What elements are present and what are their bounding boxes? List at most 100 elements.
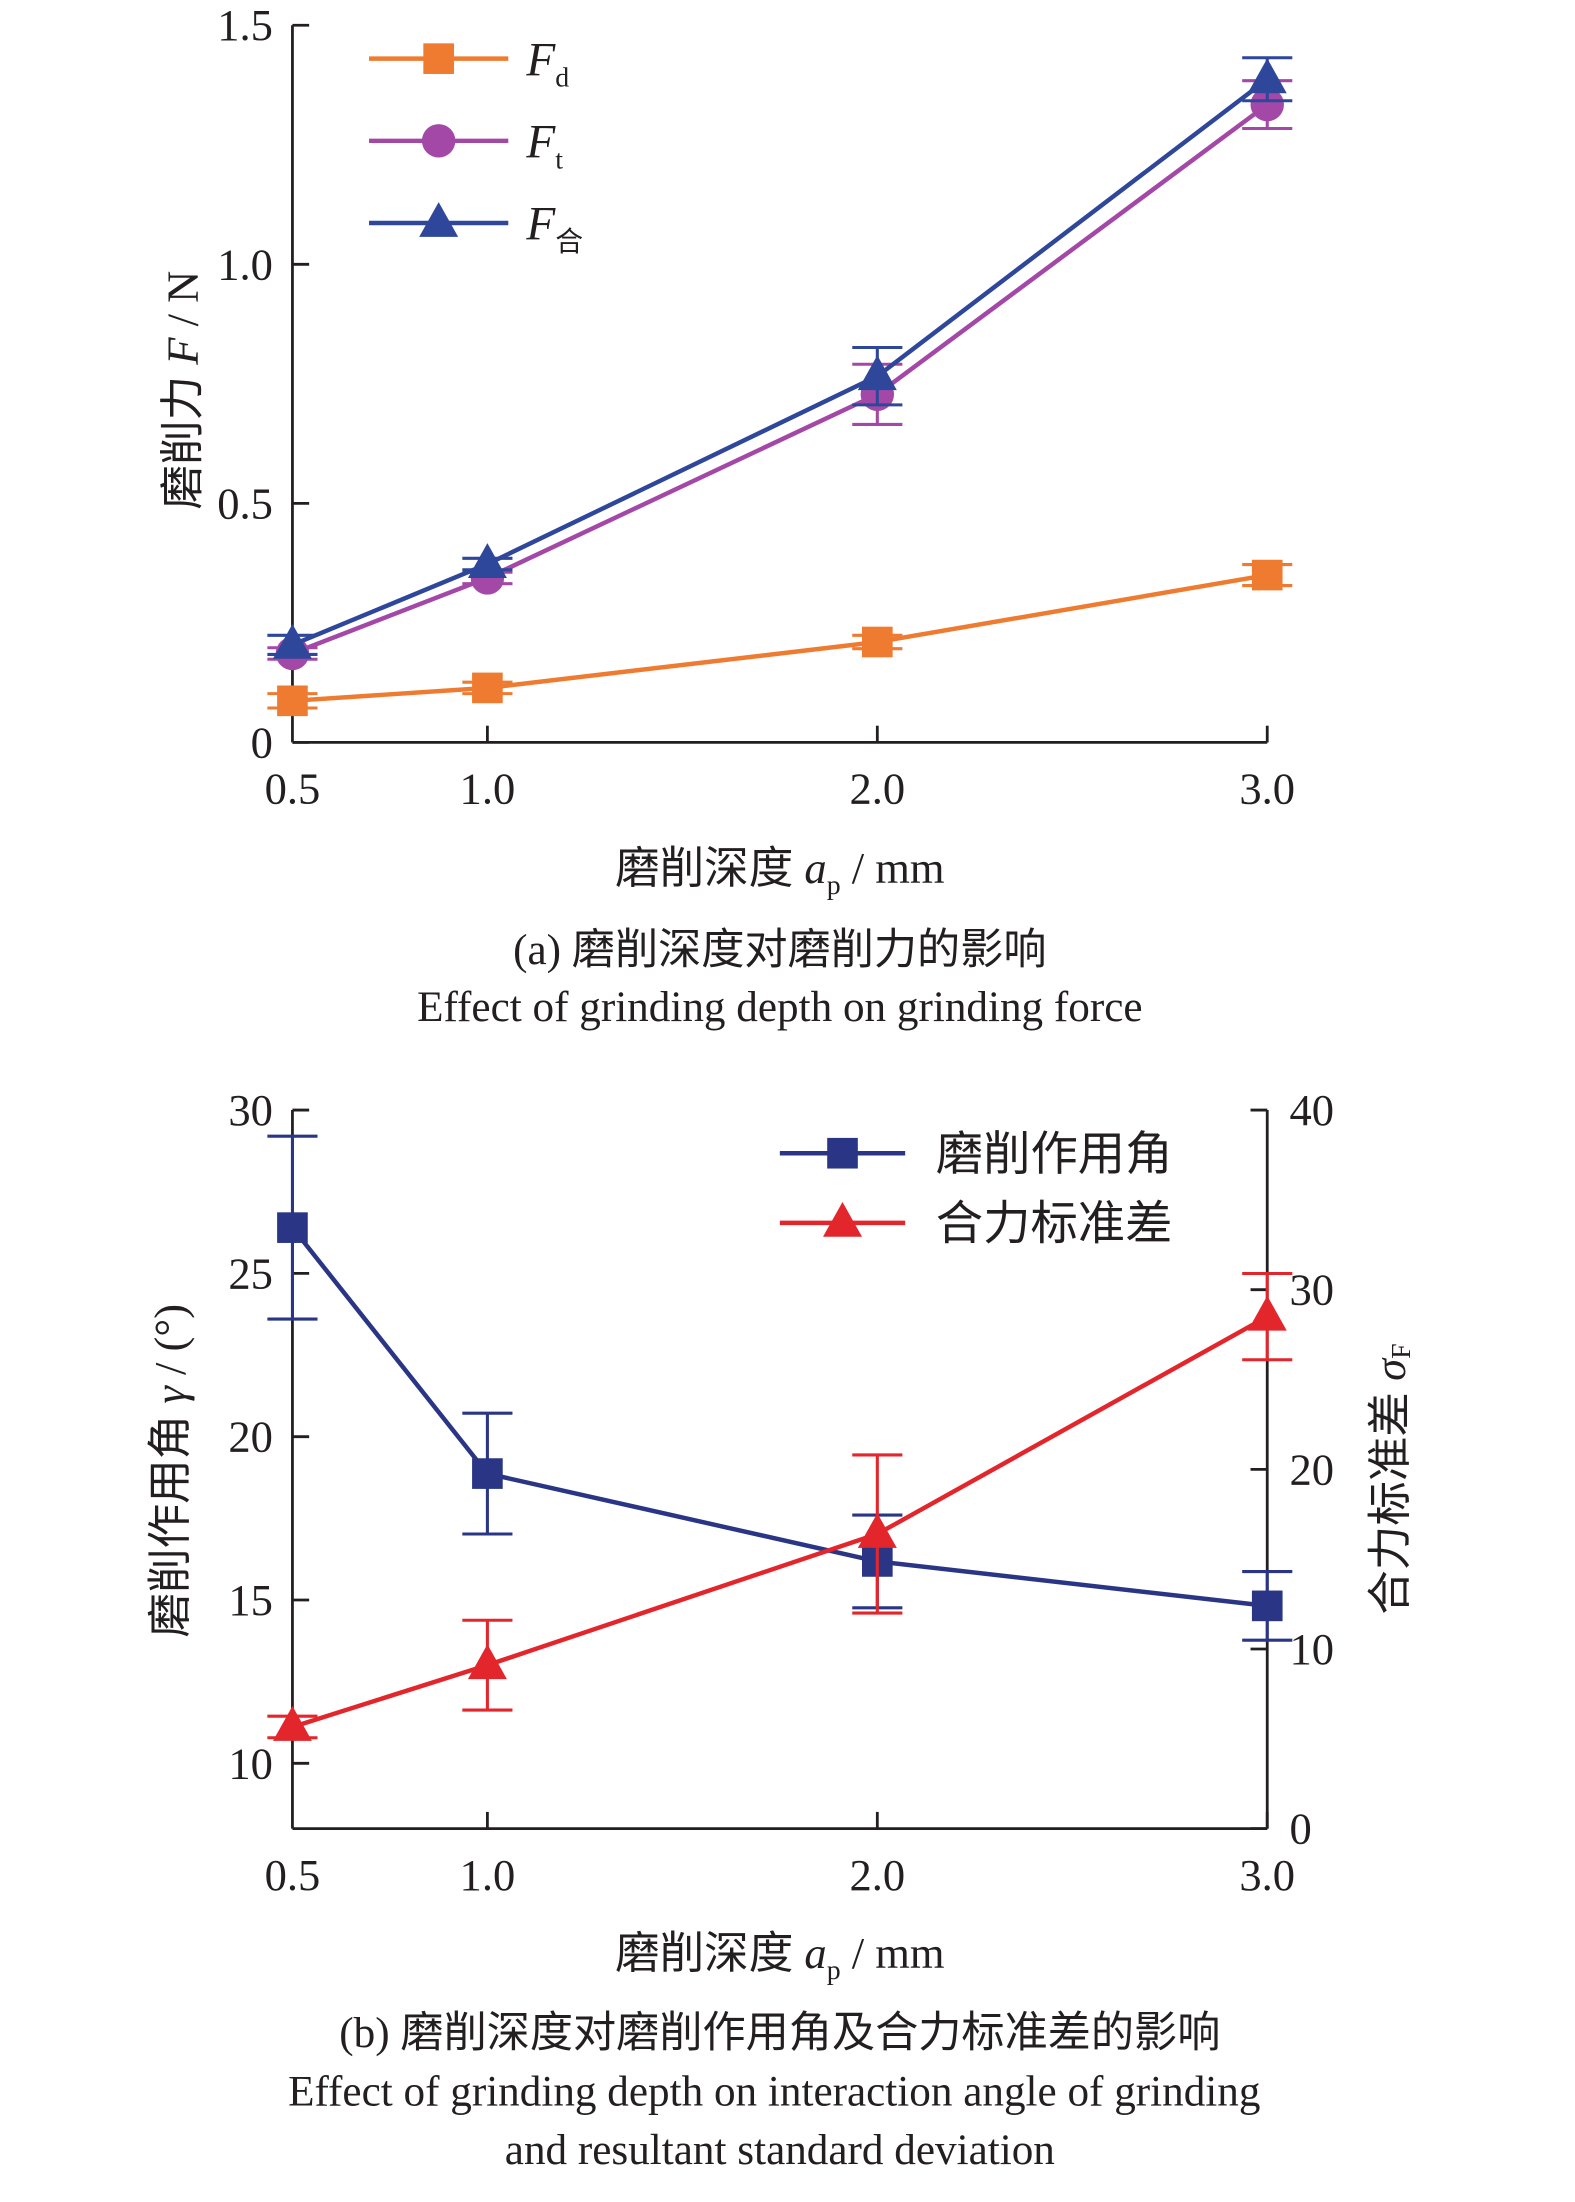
y2-axis-label-symbol: σ (1365, 1357, 1415, 1381)
y2-axis-label-text: 合力标准差 (1365, 1381, 1415, 1615)
y-axis-label: 磨削力 F / N (157, 271, 207, 510)
x-tick-label: 0.5 (265, 1850, 321, 1900)
y2-tick-label: 0 (1290, 1804, 1312, 1854)
x-axis-label: 磨削深度 ap / mm (615, 843, 944, 901)
panel-a-caption-cn: (a) 磨削深度对磨削力的影响 (513, 927, 1046, 974)
series-line (291, 77, 1269, 647)
x-axis-label-text: 磨削深度 (615, 1928, 804, 1978)
legend-label: 磨削作用角 (936, 1129, 1173, 1181)
y2-tick-label: 30 (1290, 1265, 1335, 1315)
legend-marker-triangle (419, 202, 459, 237)
y-tick-label: 30 (228, 1085, 273, 1135)
x-axis-label-text: 磨削深度 (615, 843, 804, 893)
x-tick-label: 2.0 (849, 764, 905, 814)
data-point-triangle (857, 355, 897, 391)
legend-entry: Ft (369, 117, 563, 176)
y-axis-label-left: 磨削作用角 γ / (°) (145, 1304, 195, 1638)
legend-label: Ft (525, 117, 563, 176)
series-1 (267, 1271, 1293, 1741)
legend-entry: 合力标准差 (779, 1199, 1173, 1251)
x-axis-label-unit: / mm (841, 843, 945, 893)
panel-b-plot-area: 0.5 1.0 2.0 3.0 10 15 20 25 30 0 10 20 30 40 磨削作用角合力标准… (228, 1085, 1334, 1900)
data-point-triangle (1247, 58, 1287, 94)
legend-label-text: 合力标准差 (936, 1199, 1173, 1251)
series-line (290, 1226, 1268, 1609)
legend-label: Fd (525, 34, 569, 93)
panel-b-caption-en-line2: and resultant standard deviation (505, 2127, 1055, 2174)
data-point-square (472, 672, 503, 704)
y-axis-label-symbol: γ (145, 1385, 195, 1404)
x-axis-label-unit: / mm (841, 1928, 945, 1978)
legend-label-symbol: F (525, 117, 556, 169)
x-tick-label: 3.0 (1239, 1850, 1295, 1900)
legend-marker-circle (421, 124, 456, 158)
x-tick-label: 1.0 (460, 764, 516, 814)
legend-label: F合 (525, 199, 583, 258)
y-axis-label-text: 磨削作用角 (145, 1404, 195, 1638)
y-tick-label: 0 (251, 717, 273, 767)
data-point-triangle (272, 1706, 312, 1741)
series-2 (267, 56, 1293, 659)
panel-a-caption-en: Effect of grinding depth on grinding for… (417, 984, 1142, 1031)
legend-marker-triangle (823, 1201, 863, 1237)
y-tick-label: 10 (228, 1738, 273, 1788)
x-axis-label-symbol: a (804, 1928, 826, 1978)
data-point-square (862, 626, 893, 658)
x-axis-label-symbol: a (804, 843, 826, 893)
panel-b-caption-en-line1: Effect of grinding depth on interaction … (288, 2069, 1260, 2116)
legend-label-subscript: t (555, 145, 563, 176)
data-point-square (1251, 559, 1283, 591)
y-tick-label: 20 (228, 1412, 273, 1462)
y-axis-label-unit: / (°) (145, 1304, 195, 1386)
data-point-triangle (1247, 1295, 1287, 1331)
legend-label-text: 磨削作用角 (936, 1129, 1173, 1181)
y2-tick-label: 20 (1290, 1444, 1335, 1494)
y-tick-label: 1.5 (217, 0, 273, 50)
x-tick-label: 1.0 (460, 1850, 516, 1900)
y-axis-label-unit: / N (157, 271, 207, 338)
y2-tick-label: 10 (1290, 1624, 1335, 1674)
data-point-triangle (467, 1644, 507, 1680)
y2-axis-label-subscript: F (1385, 1343, 1416, 1358)
series-line (292, 572, 1268, 704)
series-0 (267, 559, 1293, 717)
legend-label-symbol: F (525, 199, 556, 251)
data-point-square (472, 1458, 503, 1489)
data-point-triangle (467, 543, 507, 579)
x-axis-label: 磨削深度 ap / mm (615, 1928, 944, 1986)
y-tick-label: 15 (228, 1575, 273, 1625)
series-line (291, 102, 1269, 656)
y-tick-label: 25 (228, 1248, 273, 1298)
legend-label: 合力标准差 (936, 1199, 1173, 1251)
x-axis-label-subscript: p (827, 1955, 841, 1986)
y2-tick-label: 40 (1290, 1085, 1335, 1135)
legend-marker-square (827, 1137, 858, 1169)
data-point-triangle (272, 623, 312, 659)
data-point-circle (1250, 87, 1284, 122)
panel-b-angle-and-deviation-chart: 0.5 1.0 2.0 3.01015202530010203040磨削作用角合力标准… (145, 1085, 1417, 2174)
data-point-triangle (857, 1513, 897, 1548)
y-axis-label-right: 合力标准差 σF (1365, 1343, 1417, 1614)
axes: 0.5 1.0 2.0 3.000.51.01.5 (217, 0, 1295, 813)
x-tick-label: 0.5 (265, 764, 321, 814)
x-tick-label: 3.0 (1239, 764, 1295, 814)
y-axis-label-text: 磨削力 (157, 365, 207, 510)
data-point-square (1251, 1590, 1283, 1622)
legend-label-subscript: 合 (555, 226, 583, 258)
legend-marker-square (423, 43, 454, 74)
legend-label-subscript: d (555, 63, 569, 94)
legend-entry: Fd (369, 34, 569, 94)
data-point-square (277, 685, 308, 717)
data-point-square (277, 1212, 308, 1243)
panel-b-caption-cn: (b) 磨削深度对磨削作用角及合力标准差的影响 (339, 2010, 1220, 2057)
x-tick-label: 2.0 (849, 1850, 905, 1900)
y-axis-label-symbol: F (157, 337, 207, 366)
series-line (291, 1314, 1269, 1730)
legend-entry: 磨削作用角 (779, 1129, 1173, 1181)
